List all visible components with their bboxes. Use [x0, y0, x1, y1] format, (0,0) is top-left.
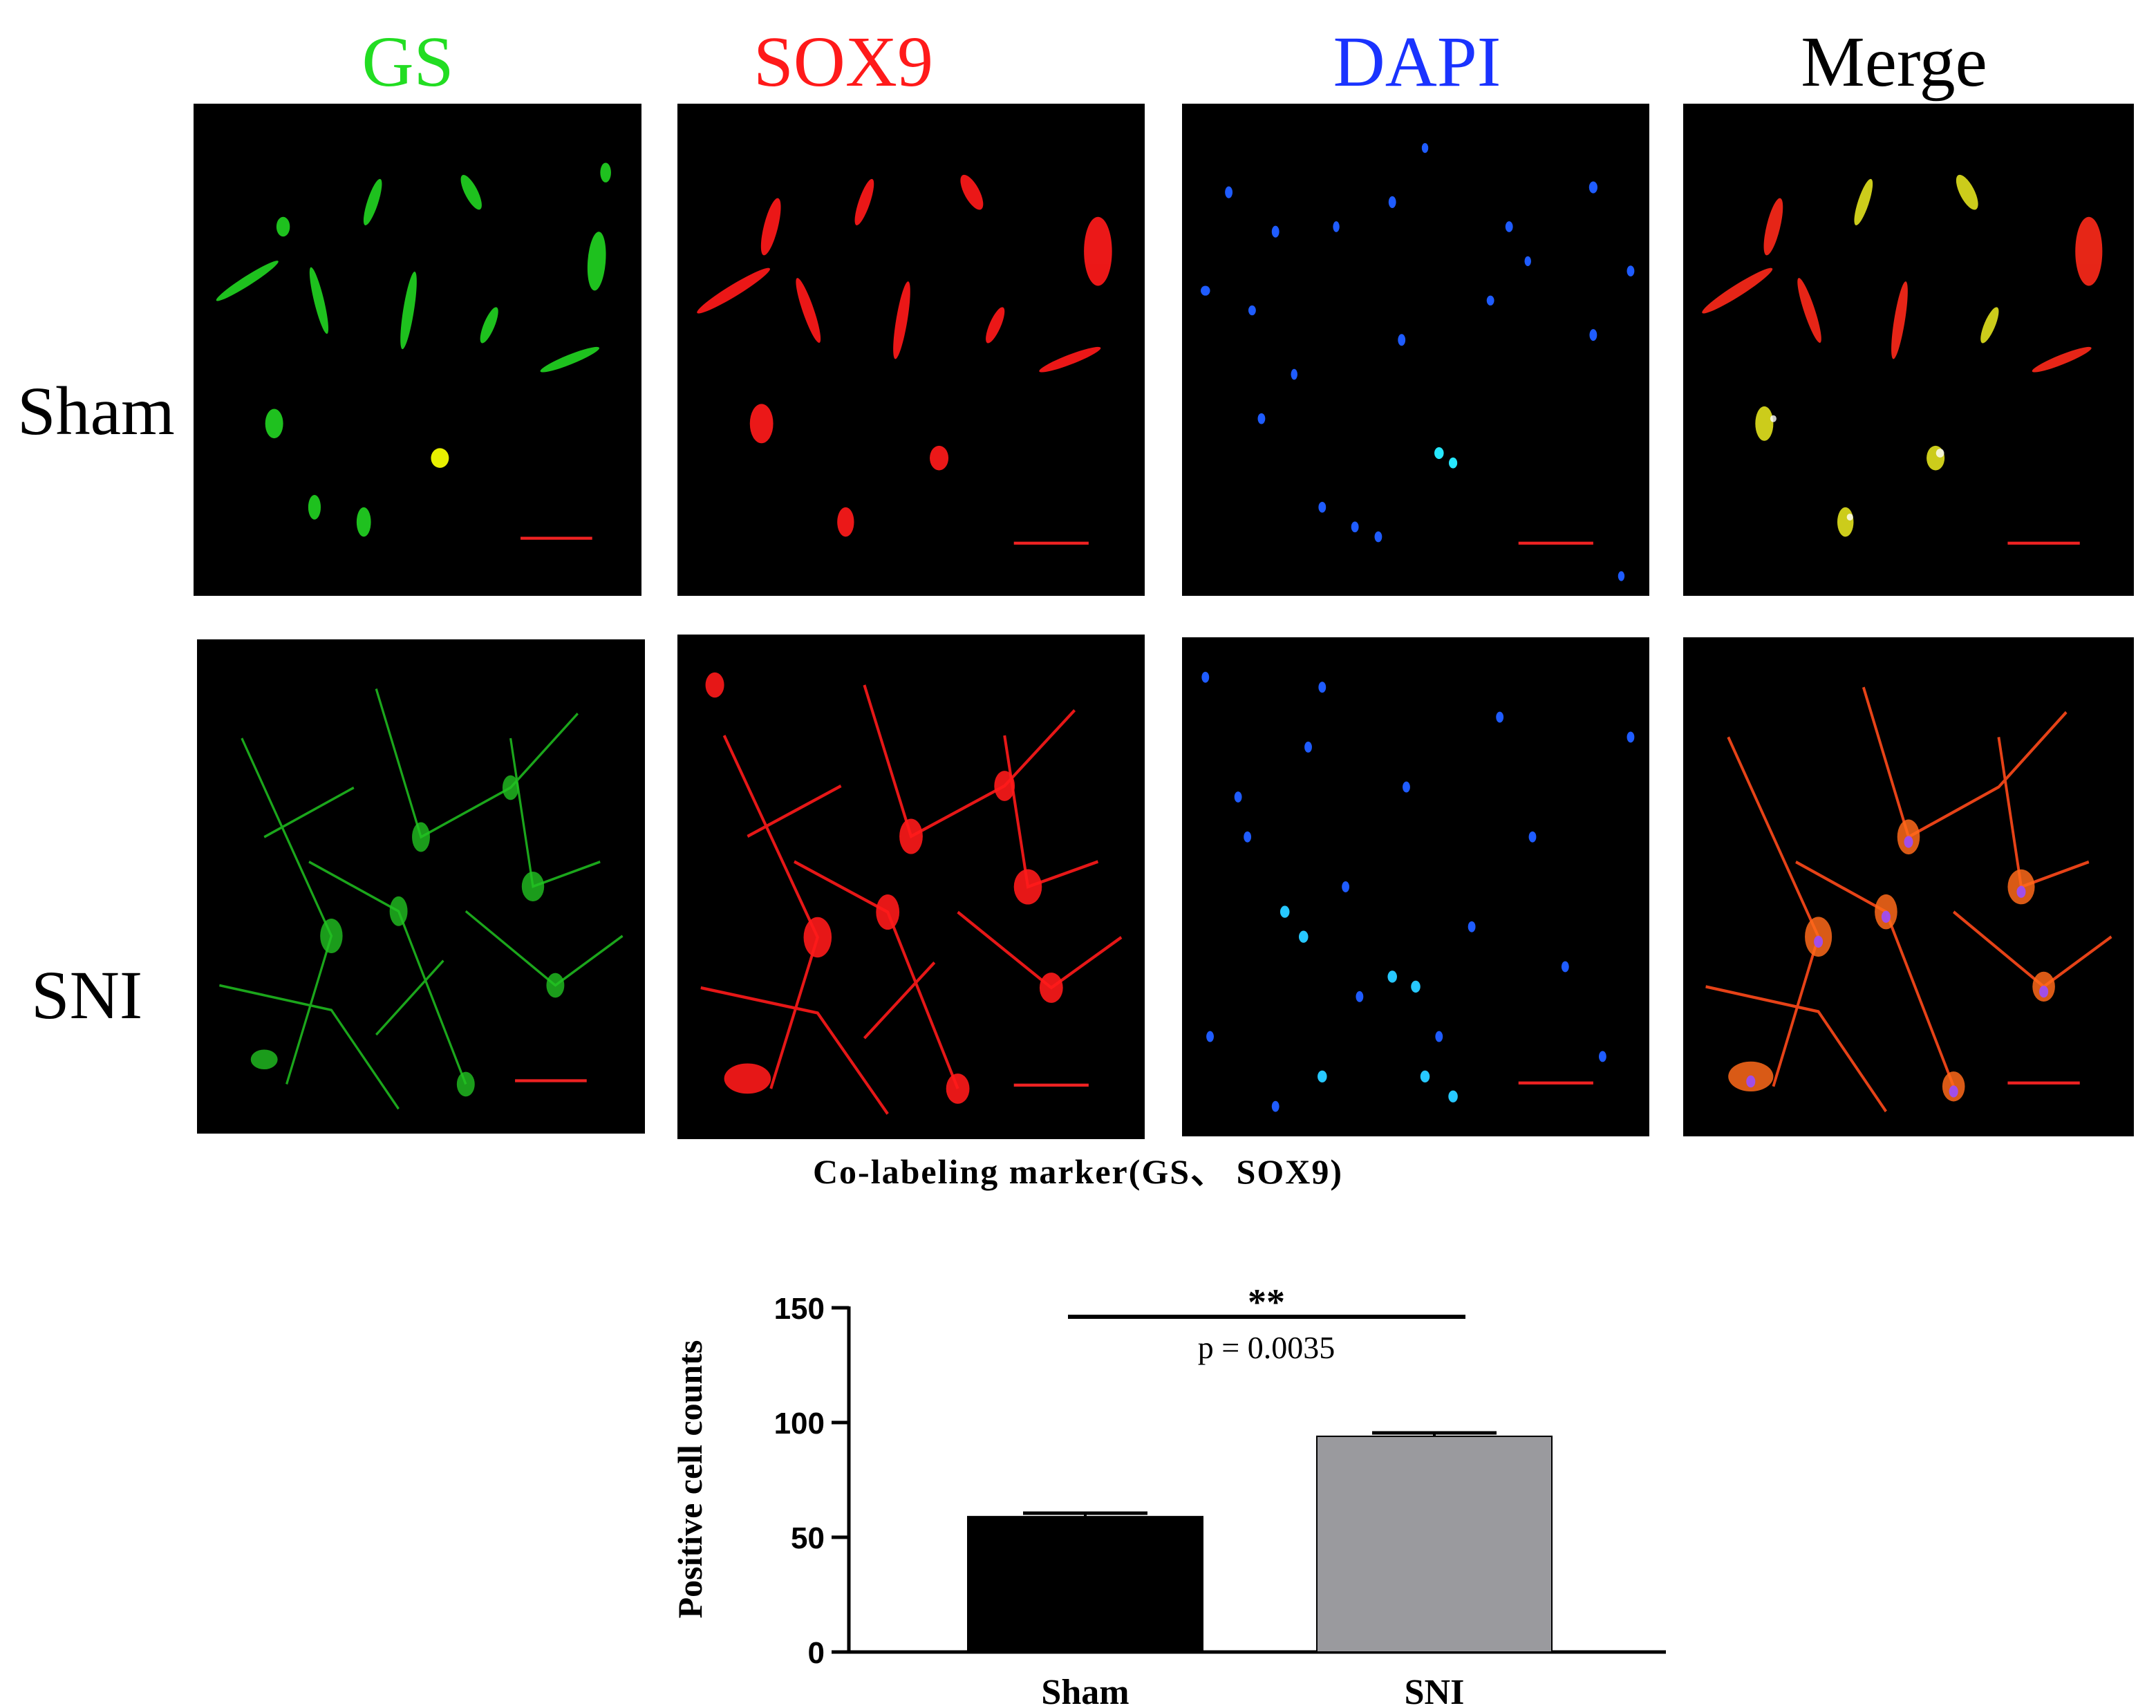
significance-stars: **: [1248, 1282, 1285, 1323]
bar-sni: [1316, 1435, 1553, 1653]
column-header-sox9: SOX9: [753, 22, 934, 102]
bar-sham: [967, 1516, 1203, 1653]
row-label-sni: SNI: [31, 957, 143, 1033]
micrograph-sham-sox9: [677, 104, 1145, 596]
micrograph-sni-dapi: [1182, 637, 1649, 1136]
micrograph-sni-sox9-image: [700, 672, 1123, 1115]
figure-caption: Co-labeling marker(GS、 SOX9): [812, 1152, 1344, 1191]
micrograph-sni-merge-image: [1705, 686, 2112, 1113]
column-header-gs: GS: [362, 22, 454, 102]
row-label-sham: Sham: [17, 373, 175, 449]
y-tick-label: 0: [808, 1636, 825, 1670]
x-tick-label: SNI: [1405, 1673, 1465, 1708]
micrograph-sni-sox9: [677, 635, 1145, 1139]
column-header-dapi: DAPI: [1333, 22, 1501, 102]
micrograph-sham-gs: [194, 104, 641, 596]
micrograph-sham-gs-image: [216, 162, 611, 540]
micrograph-sni-dapi-image: [1201, 671, 1635, 1112]
micrograph-sham-dapi-image: [1201, 142, 1635, 581]
micrograph-sni-merge: [1683, 637, 2134, 1136]
y-tick-label: 50: [791, 1521, 825, 1555]
micrograph-sham-merge: [1683, 104, 2134, 596]
micrograph-sni-gs-image: [219, 688, 624, 1110]
p-value-label: p = 0.0035: [1198, 1330, 1335, 1365]
micrograph-sham-dapi: [1182, 104, 1649, 596]
x-tick-label: Sham: [1041, 1673, 1129, 1708]
y-tick-label: 100: [774, 1407, 825, 1440]
y-axis-label: Positive cell counts: [671, 1340, 709, 1619]
micrograph-sham-sox9-image: [697, 174, 1112, 545]
micrograph-sham-merge-image: [1702, 174, 2103, 545]
y-tick-label: 150: [774, 1292, 825, 1326]
column-header-merge: Merge: [1801, 22, 1987, 102]
micrograph-sni-gs: [197, 639, 645, 1134]
